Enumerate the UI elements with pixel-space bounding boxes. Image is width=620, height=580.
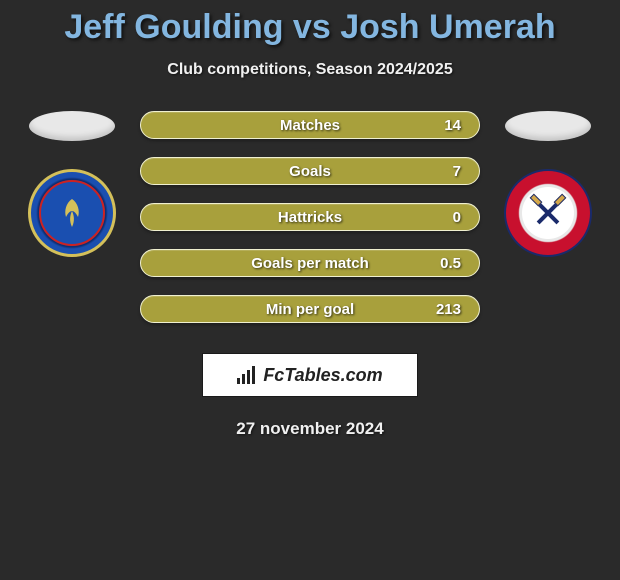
logo-text: FcTables.com <box>263 365 382 386</box>
right-player-col <box>498 111 598 257</box>
right-club-badge <box>504 169 592 257</box>
subtitle: Club competitions, Season 2024/2025 <box>0 61 620 79</box>
left-player-col <box>22 111 122 257</box>
hammers-icon <box>528 193 568 233</box>
stat-value: 0 <box>453 209 461 226</box>
stat-label: Hattricks <box>278 209 342 226</box>
stat-bar-mpg: Min per goal 213 <box>140 295 480 323</box>
date-text: 27 november 2024 <box>0 419 620 439</box>
right-player-avatar <box>505 111 591 141</box>
badge-inner <box>522 187 574 239</box>
page-title: Jeff Goulding vs Josh Umerah <box>0 8 620 47</box>
stat-bar-gpm: Goals per match 0.5 <box>140 249 480 277</box>
stat-value: 213 <box>436 301 461 318</box>
stat-bar-matches: Matches 14 <box>140 111 480 139</box>
stat-bar-goals: Goals 7 <box>140 157 480 185</box>
stats-column: Matches 14 Goals 7 Hattricks 0 Goals per… <box>140 111 480 323</box>
left-player-avatar <box>29 111 115 141</box>
stat-value: 7 <box>453 163 461 180</box>
stat-bar-hattricks: Hattricks 0 <box>140 203 480 231</box>
badge-inner <box>39 180 105 246</box>
stat-label: Goals per match <box>251 255 369 272</box>
fctables-logo[interactable]: FcTables.com <box>202 353 418 397</box>
left-club-badge <box>28 169 116 257</box>
stat-value: 14 <box>444 117 461 134</box>
phoenix-icon <box>52 193 92 233</box>
stat-label: Matches <box>280 117 340 134</box>
stat-label: Goals <box>289 163 331 180</box>
stat-value: 0.5 <box>440 255 461 272</box>
stat-label: Min per goal <box>266 301 354 318</box>
main-row: Matches 14 Goals 7 Hattricks 0 Goals per… <box>0 111 620 323</box>
comparison-widget: Jeff Goulding vs Josh Umerah Club compet… <box>0 0 620 439</box>
chart-icon <box>237 366 259 384</box>
